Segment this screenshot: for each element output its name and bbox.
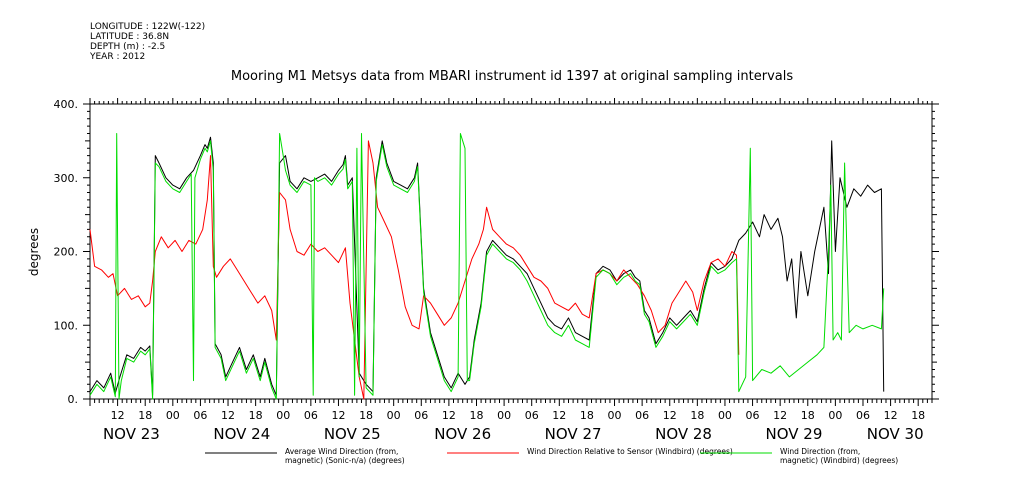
- x-day-label: NOV 30: [867, 425, 924, 443]
- y-tick-label: 0.: [68, 393, 79, 406]
- x-tick-label: 06: [304, 409, 318, 422]
- latitude-label: LATITUDE : 36.8N: [90, 32, 170, 42]
- x-tick-label: 06: [856, 409, 870, 422]
- x-tick-label: 06: [525, 409, 539, 422]
- x-tick-label: 06: [635, 409, 649, 422]
- y-tick-label: 300.: [54, 172, 79, 185]
- legend-label-3: magnetic) (Windbird) (degrees): [780, 456, 898, 465]
- x-day-label: NOV 24: [213, 425, 270, 443]
- x-day-label: NOV 29: [766, 425, 823, 443]
- x-tick-label: 12: [773, 409, 787, 422]
- x-tick-label: 12: [552, 409, 566, 422]
- chart-title: Mooring M1 Metsys data from MBARI instru…: [231, 69, 793, 84]
- x-tick-label: 18: [911, 409, 925, 422]
- x-tick-label: 00: [608, 409, 622, 422]
- x-tick-label: 00: [718, 409, 732, 422]
- x-tick-label: 00: [497, 409, 511, 422]
- x-tick-label: 18: [469, 409, 483, 422]
- legend-label-1: Average Wind Direction (from,: [285, 447, 398, 456]
- y-tick-label: 400.: [54, 98, 79, 111]
- legend-label-2: Wind Direction Relative to Sensor (Windb…: [527, 447, 733, 456]
- y-axis-label: degrees: [27, 228, 41, 276]
- legend-label-3: Wind Direction (from,: [780, 447, 860, 456]
- x-tick-label: 12: [442, 409, 456, 422]
- longitude-label: LONGITUDE : 122W(-122): [90, 22, 206, 32]
- x-day-label: NOV 28: [655, 425, 712, 443]
- x-day-label: NOV 27: [545, 425, 602, 443]
- x-tick-label: 18: [690, 409, 704, 422]
- x-tick-label: 18: [138, 409, 152, 422]
- year-label: YEAR : 2012: [90, 52, 146, 62]
- x-tick-label: 18: [249, 409, 263, 422]
- series-line-3: [89, 133, 885, 400]
- x-day-label: NOV 25: [324, 425, 381, 443]
- y-axis: 0. 100. 200. 300. 400.: [54, 98, 939, 406]
- x-tick-label: 18: [801, 409, 815, 422]
- x-tick-label: 12: [331, 409, 345, 422]
- plot-area: [89, 133, 885, 400]
- x-tick-label: 18: [359, 409, 373, 422]
- x-tick-label: 12: [221, 409, 235, 422]
- y-tick-label: 200.: [54, 246, 79, 259]
- x-tick-label: 00: [387, 409, 401, 422]
- x-day-label: NOV 26: [434, 425, 491, 443]
- x-tick-label: 06: [414, 409, 428, 422]
- y-tick-label: 100.: [54, 319, 79, 332]
- x-tick-label: 12: [111, 409, 125, 422]
- legend-label-1: magnetic) (Sonic-n/a) (degrees): [285, 456, 405, 465]
- x-axis: 12 18 00 06 12 18 00 06 12 18 00 06 12 18 00 06 12 18 00 06…: [89, 98, 933, 443]
- x-day-label: NOV 23: [103, 425, 160, 443]
- x-tick-label: 06: [193, 409, 207, 422]
- legend: Average Wind Direction (from,magnetic) (…: [205, 447, 898, 465]
- x-tick-label: 12: [663, 409, 677, 422]
- x-tick-label: 18: [580, 409, 594, 422]
- x-tick-label: 12: [884, 409, 898, 422]
- x-tick-label: 00: [166, 409, 180, 422]
- x-tick-label: 00: [828, 409, 842, 422]
- plot-frame: [89, 103, 933, 400]
- x-tick-label: 00: [276, 409, 290, 422]
- depth-label: DEPTH (m) : -2.5: [90, 42, 166, 52]
- x-tick-label: 06: [746, 409, 760, 422]
